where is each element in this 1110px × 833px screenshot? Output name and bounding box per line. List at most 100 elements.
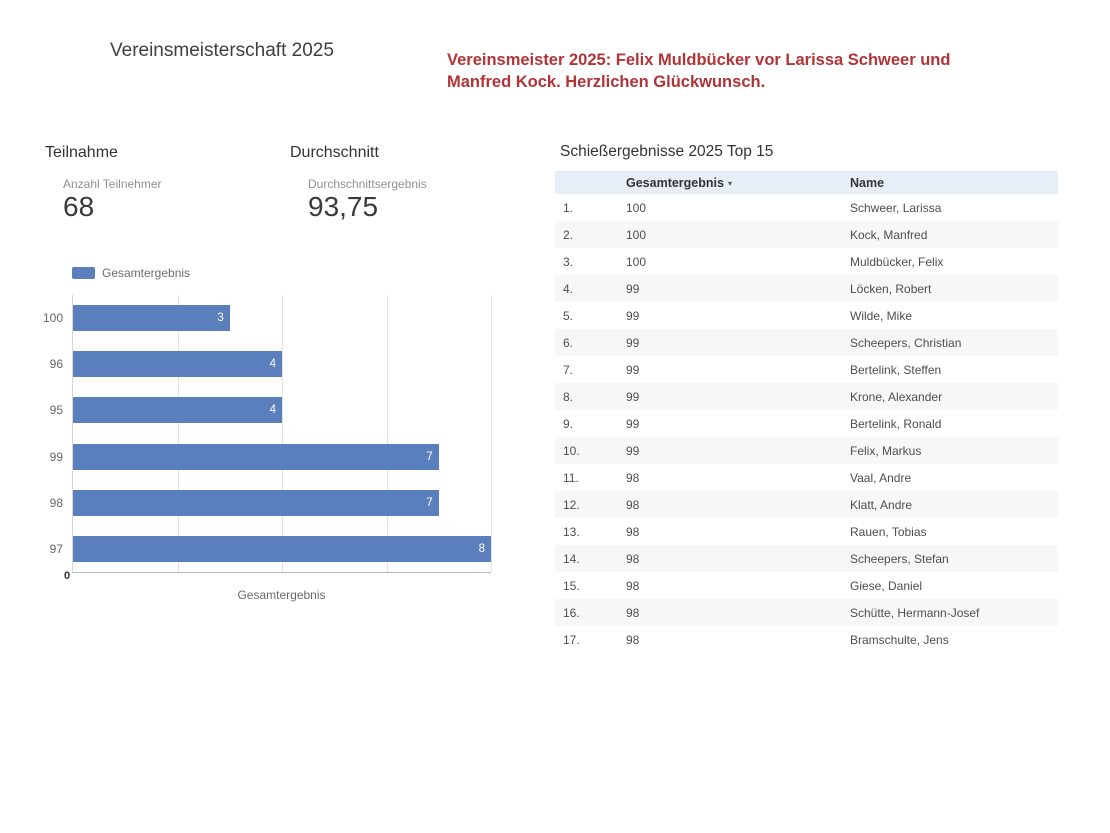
table-row[interactable]: 15. 98 Giese, Daniel [555,572,1058,599]
chart-plot-area: 100 3 96 4 95 4 99 7 98 7 97 8 [43,295,492,573]
results-table: Gesamtergebnis ▾ Name 1. 100 Schweer, Laris… [555,171,1058,653]
bar-value-label: 4 [269,404,276,417]
y-axis-category-label: 100 [42,311,63,326]
score-cell: 98 [626,551,640,566]
score-cell: 98 [626,578,640,593]
score-cell: 100 [626,200,647,215]
table-row[interactable]: 3. 100 Muldbücker, Felix [555,248,1058,275]
score-cell: 99 [626,416,640,431]
table-row[interactable]: 8. 99 Krone, Alexander [555,383,1058,410]
y-axis-category-label: 99 [49,449,63,464]
name-cell: Rauen, Tobias [850,524,927,539]
table-row[interactable]: 7. 99 Bertelink, Steffen [555,356,1058,383]
table-row[interactable]: 9. 99 Bertelink, Ronald [555,410,1058,437]
column-header-rank[interactable] [555,171,618,194]
table-row[interactable]: 13. 98 Rauen, Tobias [555,518,1058,545]
announcement-text: Vereinsmeister 2025: Felix Muldbücker vo… [447,51,951,91]
table-row[interactable]: 1. 100 Schweer, Larissa [555,194,1058,221]
kpi-value-durchschnittsergebnis: 93,75 [308,191,379,222]
bar-100[interactable]: 3 [73,305,230,332]
score-cell: 99 [626,335,640,350]
kpi-label-durchschnittsergebnis: Durchschnittsergebnis [308,177,427,191]
rank-cell: 13. [563,524,580,539]
rank-cell: 10. [563,443,580,458]
x-axis-title: Gesamtergebnis [237,588,326,602]
score-cell: 98 [626,605,640,620]
rank-cell: 2. [563,227,574,242]
bar-97[interactable]: 8 [73,535,491,562]
bar-98[interactable]: 7 [73,489,439,516]
y-axis-category-label: 97 [49,541,63,556]
rank-cell: 6. [563,335,574,350]
name-cell: Vaal, Andre [850,470,912,485]
score-cell: 98 [626,632,640,647]
table-row[interactable]: 12. 98 Klatt, Andre [555,491,1058,518]
table-row[interactable]: 17. 98 Bramschulte, Jens [555,626,1058,653]
score-cell: 98 [626,497,640,512]
score-cell: 98 [626,470,640,485]
rank-cell: 16. [563,605,580,620]
rank-cell: 11. [563,470,579,485]
table-row[interactable]: 11. 98 Vaal, Andre [555,464,1058,491]
score-cell: 100 [626,227,647,242]
y-axis-category-label: 96 [49,357,63,372]
table-row[interactable]: 14. 98 Scheepers, Stefan [555,545,1058,572]
bar-chart: Gesamtergebnis 100 3 96 4 95 4 99 7 98 7 97 8 0 Ges… [43,266,492,602]
bar-row: 3 [73,295,491,341]
bar-value-label: 3 [217,312,224,325]
name-cell: Scheepers, Stefan [850,551,949,566]
score-cell: 99 [626,389,640,404]
score-cell: 98 [626,524,640,539]
bar-row: 4 [73,341,491,387]
rank-cell: 12. [563,497,580,512]
y-axis-category-label: 98 [49,495,63,510]
legend-label: Gesamtergebnis [102,266,191,280]
gridline [177,295,179,572]
bar-row: 8 [73,526,491,572]
table-row[interactable]: 10. 99 Felix, Markus [555,437,1058,464]
score-cell: 99 [626,308,640,323]
score-cell: 99 [626,362,640,377]
gridline [491,295,492,572]
table-row[interactable]: 6. 99 Scheepers, Christian [555,329,1058,356]
bar-95[interactable]: 4 [73,397,282,424]
kpi-label-anzahl-teilnehmer: Anzahl Teilnehmer [63,177,162,191]
rank-cell: 14. [563,551,580,566]
name-cell: Krone, Alexander [850,389,943,404]
table-row[interactable]: 5. 99 Wilde, Mike [555,302,1058,329]
name-cell: Bramschulte, Jens [850,632,949,647]
x-axis-zero-label: 0 [64,570,71,582]
name-cell: Bertelink, Steffen [850,362,942,377]
rank-cell: 15. [563,578,580,593]
name-cell: Schütte, Hermann-Josef [850,605,980,620]
gridline [282,295,283,572]
name-cell: Wilde, Mike [850,308,913,323]
rank-cell: 7. [563,362,574,377]
name-cell: Klatt, Andre [850,497,913,512]
bar-row: 4 [73,387,491,433]
bar-99[interactable]: 7 [73,443,439,470]
bar-96[interactable]: 4 [73,351,282,378]
rank-cell: 3. [563,254,574,269]
score-cell: 99 [626,443,640,458]
name-cell: Scheepers, Christian [850,335,962,350]
table-row[interactable]: 4. 99 Löcken, Robert [555,275,1058,302]
rank-cell: 9. [563,416,574,431]
name-cell: Bertelink, Ronald [850,416,942,431]
kpi-value-anzahl-teilnehmer: 68 [63,191,95,222]
score-cell: 99 [626,281,640,296]
table-row[interactable]: 2. 100 Kock, Manfred [555,221,1058,248]
column-header-gesamtergebnis[interactable]: Gesamtergebnis ▾ [618,171,842,194]
name-cell: Schweer, Larissa [850,200,942,215]
name-cell: Löcken, Robert [850,281,932,296]
column-header-name[interactable]: Name [842,171,1058,194]
name-cell: Kock, Manfred [850,227,928,242]
table-header-row: Gesamtergebnis ▾ Name [555,171,1058,194]
name-cell: Muldbücker, Felix [850,254,944,269]
bar-value-label: 4 [269,358,276,371]
rank-cell: 1. [563,200,574,215]
card-teilnahme: Teilnahme Anzahl Teilnehmer 68 [45,144,162,222]
card-durchschnitt: Durchschnitt Durchschnittsergebnis 93,75 [290,144,427,222]
rank-cell: 4. [563,281,574,296]
table-row[interactable]: 16. 98 Schütte, Hermann-Josef [555,599,1058,626]
